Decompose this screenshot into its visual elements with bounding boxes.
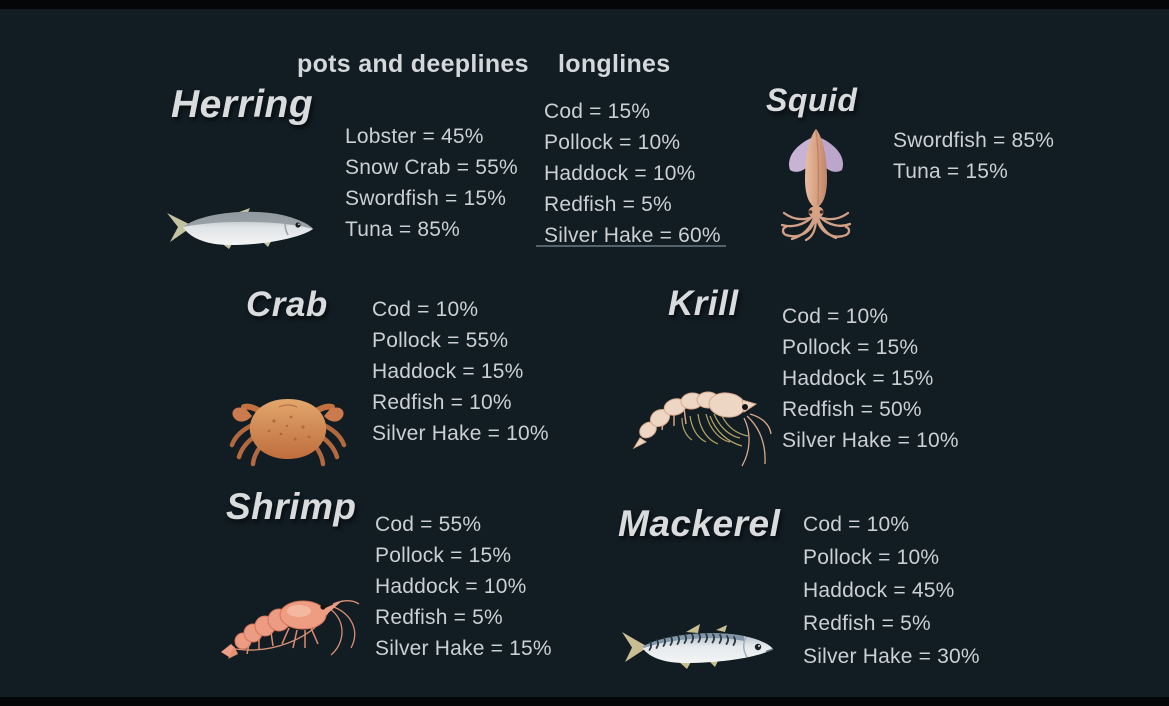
bait-catch-item: Redfish = 5% xyxy=(375,606,503,629)
bait-catch-item: Pollock = 10% xyxy=(544,131,681,154)
crab-list: Cod = 10% Pollock = 55% Haddock = 15% Re… xyxy=(372,294,549,449)
krill-illustration xyxy=(632,391,772,467)
bait-catch-item: Redfish = 5% xyxy=(803,612,931,635)
herring-illustration xyxy=(167,208,313,249)
bait-catch-item: Cod = 10% xyxy=(803,513,910,536)
krill-title: Krill xyxy=(668,284,739,323)
bait-catch-item: Silver Hake = 30% xyxy=(803,645,980,668)
shrimp-list: Cod = 55% Pollock = 15% Haddock = 10% Re… xyxy=(375,509,552,664)
bait-catch-item: Cod = 10% xyxy=(372,298,479,321)
squid-title: Squid xyxy=(766,82,858,118)
bait-catch-item: Cod = 15% xyxy=(544,100,651,123)
bait-catch-item: Lobster = 45% xyxy=(345,125,484,148)
bait-catch-item: Snow Crab = 55% xyxy=(345,156,518,179)
bait-catch-item: Haddock = 45% xyxy=(803,579,955,602)
bait-catch-item: Redfish = 5% xyxy=(544,193,672,216)
bait-catch-item: Cod = 10% xyxy=(782,305,889,328)
bait-catch-item: Silver Hake = 60% xyxy=(544,224,721,247)
bottom-letterbox-bar xyxy=(0,697,1169,706)
herring-title: Herring xyxy=(171,83,314,126)
mackerel-list: Cod = 10% Pollock = 10% Haddock = 45% Re… xyxy=(803,508,980,673)
bait-catch-item: Pollock = 15% xyxy=(782,336,919,359)
herring-pots-list: Lobster = 45% Snow Crab = 55% Swordfish … xyxy=(345,121,518,245)
bait-catch-item: Haddock = 15% xyxy=(782,367,934,390)
bait-catch-item: Redfish = 10% xyxy=(372,391,512,414)
bait-catch-item: Pollock = 10% xyxy=(803,546,940,569)
herring-longlines-list: Cod = 15% Pollock = 10% Haddock = 10% Re… xyxy=(544,96,721,251)
bait-catch-item: Swordfish = 85% xyxy=(893,129,1055,152)
bait-catch-item: Pollock = 55% xyxy=(372,329,509,352)
bait-catch-item: Haddock = 10% xyxy=(375,575,527,598)
bait-catch-item: Silver Hake = 10% xyxy=(782,429,959,452)
bait-catch-item: Tuna = 15% xyxy=(893,160,1009,183)
bait-catch-item: Tuna = 85% xyxy=(345,218,461,241)
mackerel-title: Mackerel xyxy=(618,503,781,544)
bait-catch-item: Swordfish = 15% xyxy=(345,187,507,210)
bait-catch-item: Redfish = 50% xyxy=(782,398,922,421)
shrimp-title: Shrimp xyxy=(226,486,357,527)
crab-illustration xyxy=(229,399,347,467)
mackerel-illustration xyxy=(622,624,774,669)
squid-illustration xyxy=(780,129,852,242)
bait-catch-item: Haddock = 15% xyxy=(372,360,524,383)
squid-list: Swordfish = 85% Tuna = 15% xyxy=(893,125,1054,187)
bait-catch-item: Cod = 55% xyxy=(375,513,482,536)
bait-catch-item: Haddock = 10% xyxy=(544,162,696,185)
krill-list: Cod = 10% Pollock = 15% Haddock = 15% Re… xyxy=(782,301,959,456)
column-header-pots-and-deeplines: pots and deeplines xyxy=(297,50,529,78)
silver-hake-underline xyxy=(536,245,726,247)
crab-title: Crab xyxy=(246,285,328,324)
shrimp-illustration xyxy=(221,599,360,659)
top-letterbox-bar xyxy=(0,0,1169,9)
bait-catch-item: Pollock = 15% xyxy=(375,544,512,567)
bait-catch-item: Silver Hake = 15% xyxy=(375,637,552,660)
bait-catch-item: Silver Hake = 10% xyxy=(372,422,549,445)
column-header-longlines: longlines xyxy=(558,50,671,78)
